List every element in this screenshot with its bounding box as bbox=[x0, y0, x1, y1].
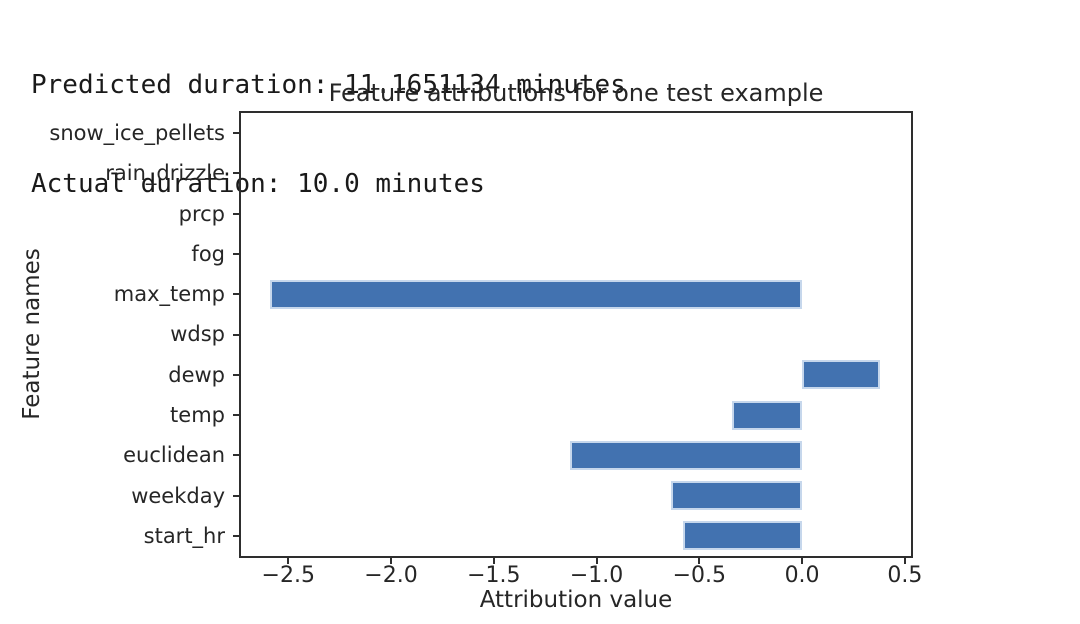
plot-area bbox=[241, 113, 911, 556]
x-tick-mark-−2.5 bbox=[287, 556, 290, 564]
y-tick-mark-temp bbox=[233, 414, 241, 417]
bar-max_temp bbox=[269, 279, 803, 309]
y-tick-mark-max_temp bbox=[233, 293, 241, 296]
x-tick-mark-0.0 bbox=[801, 556, 804, 564]
bar-start_hr bbox=[682, 521, 803, 551]
x-tick-label-−2.5: −2.5 bbox=[261, 563, 315, 588]
y-tick-label-snow_ice_pellets: snow_ice_pellets bbox=[49, 121, 225, 146]
bar-euclidean bbox=[569, 440, 803, 470]
bar-weekday bbox=[670, 481, 803, 511]
y-tick-mark-start_hr bbox=[233, 534, 241, 537]
y-tick-label-wdsp: wdsp bbox=[170, 322, 225, 347]
x-tick-label-−1.0: −1.0 bbox=[569, 563, 624, 588]
chart-title: Feature attributions for one test exampl… bbox=[328, 79, 824, 107]
x-tick-label-−2.0: −2.0 bbox=[364, 563, 418, 588]
y-tick-label-dewp: dewp bbox=[168, 362, 225, 387]
y-tick-mark-dewp bbox=[233, 373, 241, 376]
x-tick-mark-−1.0 bbox=[595, 556, 598, 564]
y-tick-label-fog: fog bbox=[191, 241, 225, 266]
output-text: Predicted duration: 11.1651134 minutes A… bbox=[31, 3, 626, 267]
y-tick-label-prcp: prcp bbox=[178, 201, 225, 226]
y-tick-label-rain_drizzle: rain_drizzle bbox=[105, 161, 225, 186]
y-tick-label-temp: temp bbox=[170, 403, 225, 428]
x-tick-label-0.0: 0.0 bbox=[784, 563, 820, 588]
predicted-duration-line: Predicted duration: 11.1651134 minutes bbox=[31, 70, 626, 100]
y-tick-mark-wdsp bbox=[233, 333, 241, 336]
y-tick-mark-fog bbox=[233, 252, 241, 255]
x-tick-mark-−1.5 bbox=[492, 556, 495, 564]
y-tick-mark-prcp bbox=[233, 212, 241, 215]
y-axis-title: Feature names bbox=[19, 248, 45, 420]
actual-duration-line: Actual duration: 10.0 minutes bbox=[31, 169, 485, 199]
x-axis-title: Attribution value bbox=[479, 587, 673, 613]
bar-temp bbox=[732, 400, 803, 430]
y-tick-mark-rain_drizzle bbox=[233, 172, 241, 175]
x-tick-label-0.5: 0.5 bbox=[887, 563, 923, 588]
x-tick-mark-−0.5 bbox=[698, 556, 701, 564]
y-tick-mark-snow_ice_pellets bbox=[233, 132, 241, 135]
y-tick-label-weekday: weekday bbox=[131, 483, 225, 508]
x-tick-mark-−2.0 bbox=[390, 556, 393, 564]
x-tick-mark-0.5 bbox=[903, 556, 906, 564]
x-tick-label-−1.5: −1.5 bbox=[467, 563, 521, 588]
bar-dewp bbox=[802, 360, 881, 390]
y-tick-label-euclidean: euclidean bbox=[123, 443, 225, 468]
y-tick-label-max_temp: max_temp bbox=[113, 282, 225, 307]
x-tick-label-−0.5: −0.5 bbox=[672, 563, 727, 588]
y-tick-mark-euclidean bbox=[233, 454, 241, 457]
y-tick-label-start_hr: start_hr bbox=[143, 523, 225, 548]
y-tick-mark-weekday bbox=[233, 494, 241, 497]
